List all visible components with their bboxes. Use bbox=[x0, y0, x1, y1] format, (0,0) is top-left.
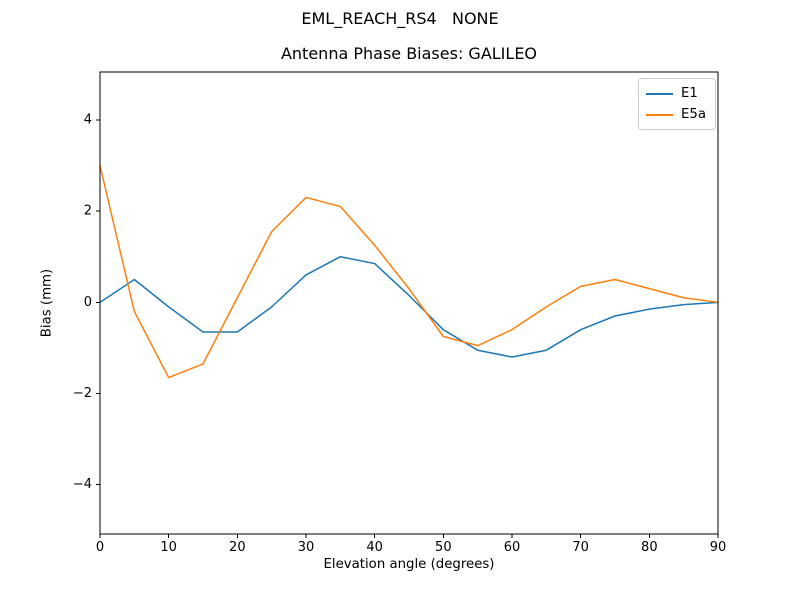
x-tick-label: 60 bbox=[504, 540, 521, 555]
y-tick-label: −4 bbox=[73, 477, 92, 492]
legend-line-swatch-e5a bbox=[645, 113, 673, 116]
axes-title: Antenna Phase Biases: GALILEO bbox=[280, 44, 538, 63]
x-tick-label: 10 bbox=[160, 540, 177, 555]
x-axis-label: Elevation angle (degrees) bbox=[323, 557, 495, 572]
x-tick-label: 0 bbox=[96, 540, 104, 555]
x-tick-label: 80 bbox=[641, 540, 658, 555]
legend-item-e5a: E5a bbox=[645, 104, 706, 125]
y-tick-label: 0 bbox=[84, 295, 92, 310]
x-tick-label: 40 bbox=[366, 540, 383, 555]
legend-item-e1: E1 bbox=[645, 83, 706, 104]
y-tick-label: −2 bbox=[73, 386, 92, 401]
figure-suptitle: EML_REACH_RS4 NONE bbox=[301, 9, 499, 28]
legend-line-swatch-e1 bbox=[645, 92, 673, 95]
axes-spines bbox=[99, 71, 719, 535]
legend: E1 E5a bbox=[637, 78, 716, 130]
y-tick-label: 2 bbox=[84, 204, 92, 219]
x-tick-label: 20 bbox=[229, 540, 246, 555]
x-tick-label: 30 bbox=[298, 540, 315, 555]
series-line-E1 bbox=[99, 255, 719, 358]
x-tick-label: 70 bbox=[572, 540, 589, 555]
x-tick-label: 50 bbox=[435, 540, 452, 555]
legend-label-e5a: E5a bbox=[680, 107, 706, 122]
series-line-E5a bbox=[99, 165, 719, 379]
x-tick-label: 90 bbox=[710, 540, 727, 555]
legend-label-e1: E1 bbox=[680, 86, 698, 101]
y-tick-label: 4 bbox=[84, 112, 92, 127]
